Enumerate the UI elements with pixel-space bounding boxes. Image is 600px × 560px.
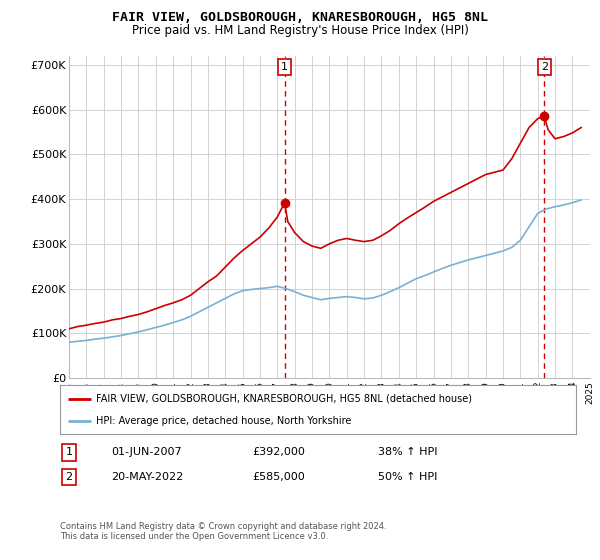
Text: Contains HM Land Registry data © Crown copyright and database right 2024.
This d: Contains HM Land Registry data © Crown c… [60, 522, 386, 542]
Text: FAIR VIEW, GOLDSBOROUGH, KNARESBOROUGH, HG5 8NL (detached house): FAIR VIEW, GOLDSBOROUGH, KNARESBOROUGH, … [96, 394, 472, 404]
Text: 20-MAY-2022: 20-MAY-2022 [111, 472, 183, 482]
Text: 50% ↑ HPI: 50% ↑ HPI [378, 472, 437, 482]
Text: Price paid vs. HM Land Registry's House Price Index (HPI): Price paid vs. HM Land Registry's House … [131, 24, 469, 37]
Text: £585,000: £585,000 [252, 472, 305, 482]
Text: 38% ↑ HPI: 38% ↑ HPI [378, 447, 437, 458]
Text: 2: 2 [65, 472, 73, 482]
Text: HPI: Average price, detached house, North Yorkshire: HPI: Average price, detached house, Nort… [96, 416, 352, 426]
Text: FAIR VIEW, GOLDSBOROUGH, KNARESBOROUGH, HG5 8NL: FAIR VIEW, GOLDSBOROUGH, KNARESBOROUGH, … [112, 11, 488, 24]
Text: 1: 1 [65, 447, 73, 458]
Text: £392,000: £392,000 [252, 447, 305, 458]
Text: 01-JUN-2007: 01-JUN-2007 [111, 447, 182, 458]
Text: 1: 1 [281, 62, 288, 72]
Text: 2: 2 [541, 62, 548, 72]
